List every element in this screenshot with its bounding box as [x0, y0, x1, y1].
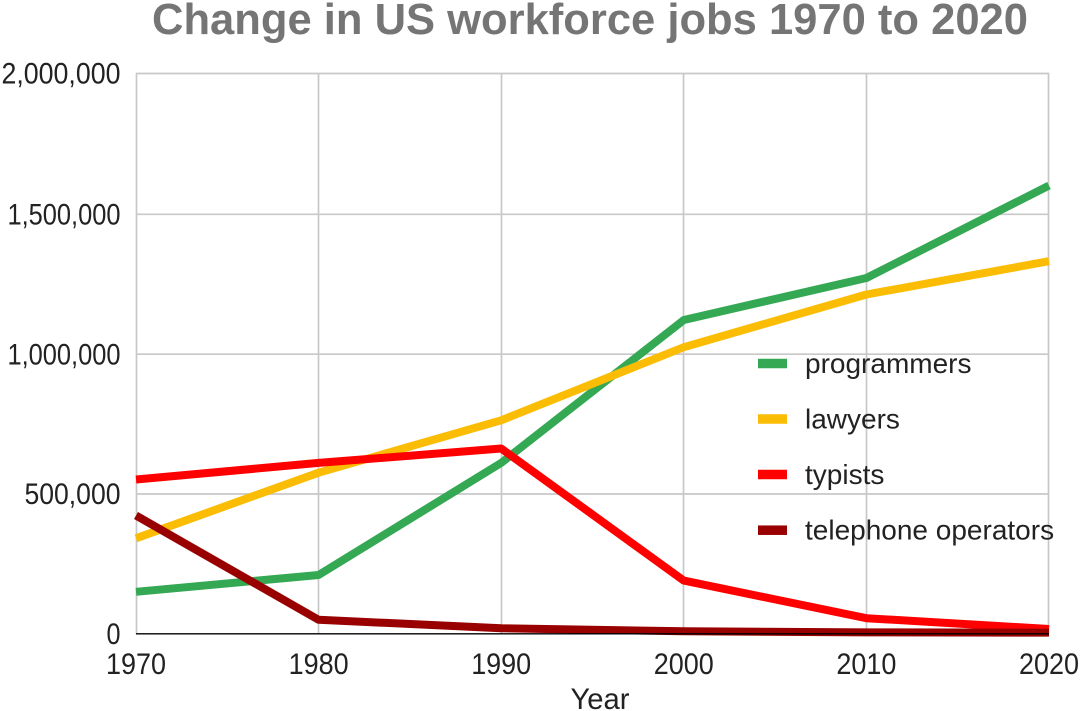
- svg-text:2020: 2020: [1019, 648, 1079, 681]
- svg-text:500,000: 500,000: [25, 478, 121, 511]
- svg-text:2,000,000: 2,000,000: [2, 58, 121, 91]
- svg-text:lawyers: lawyers: [805, 404, 900, 435]
- svg-text:telephone operators: telephone operators: [805, 515, 1054, 546]
- svg-text:2000: 2000: [654, 648, 714, 681]
- svg-text:programmers: programmers: [805, 348, 971, 379]
- svg-text:typists: typists: [805, 459, 884, 490]
- svg-text:Change in US workforce jobs 19: Change in US workforce jobs 1970 to 2020: [152, 0, 1028, 44]
- svg-text:Year: Year: [571, 683, 630, 711]
- svg-text:1970: 1970: [106, 648, 166, 681]
- svg-text:1980: 1980: [289, 648, 349, 681]
- svg-text:2010: 2010: [836, 648, 896, 681]
- svg-text:1990: 1990: [471, 648, 531, 681]
- svg-text:1,000,000: 1,000,000: [8, 338, 121, 371]
- svg-text:0: 0: [107, 618, 121, 651]
- svg-text:1,500,000: 1,500,000: [8, 199, 121, 232]
